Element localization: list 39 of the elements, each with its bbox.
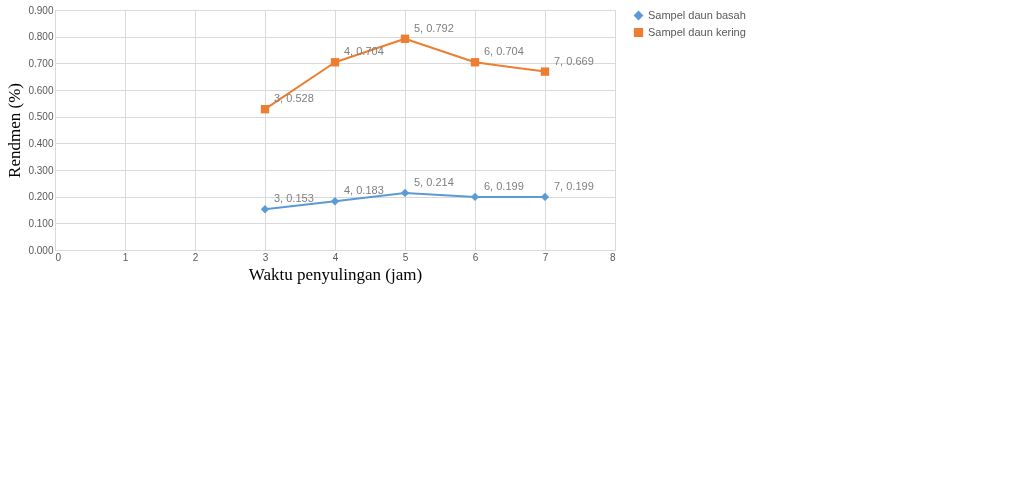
y-tick-label: 0.200 xyxy=(28,191,54,203)
legend-label: Sampel daun kering xyxy=(648,25,746,38)
data-label: 6, 0.704 xyxy=(484,45,524,58)
legend-label: Sampel daun basah xyxy=(648,8,746,21)
point xyxy=(260,205,270,214)
x-tick-label: 4 xyxy=(332,251,339,263)
y-tick-label: 0.100 xyxy=(28,217,54,229)
point xyxy=(400,188,410,198)
x-tick-label: 3 xyxy=(262,251,269,263)
x-tick-label: 2 xyxy=(192,251,199,263)
x-tick-label: 6 xyxy=(472,251,479,263)
x-tick-label: 1 xyxy=(122,251,129,263)
point xyxy=(260,105,270,114)
point xyxy=(330,197,340,206)
y-axis-title: Rendmen (%) xyxy=(5,83,25,178)
point xyxy=(470,58,480,67)
data-label: 7, 0.199 xyxy=(554,179,594,192)
point xyxy=(330,58,340,67)
y-tick-label: 0.300 xyxy=(28,164,54,176)
x-tick-label: 5 xyxy=(402,251,409,263)
y-tick-label: 0.600 xyxy=(28,84,54,96)
x-tick-label: 0 xyxy=(55,251,62,263)
x-axis-title: Waktu penyulingan (jam) xyxy=(248,264,423,284)
x-tick-label: 7 xyxy=(542,251,549,263)
y-tick-label: 0.500 xyxy=(28,111,54,123)
x-tick-label: 8 xyxy=(609,251,616,263)
data-label: 5, 0.214 xyxy=(414,175,454,188)
data-label: 7, 0.669 xyxy=(554,54,594,67)
y-tick-label: 0.800 xyxy=(28,31,54,43)
data-label: 4, 0.183 xyxy=(344,184,384,197)
point xyxy=(540,67,550,76)
y-tick-label: 0.900 xyxy=(28,4,54,16)
data-label: 6, 0.199 xyxy=(484,179,524,192)
point xyxy=(400,34,410,43)
data-label: 3, 0.153 xyxy=(274,192,314,205)
y-tick-label: 0.000 xyxy=(28,244,54,256)
y-tick-label: 0.400 xyxy=(28,137,54,149)
data-label: 5, 0.792 xyxy=(414,21,454,34)
y-tick-label: 0.700 xyxy=(28,57,54,69)
